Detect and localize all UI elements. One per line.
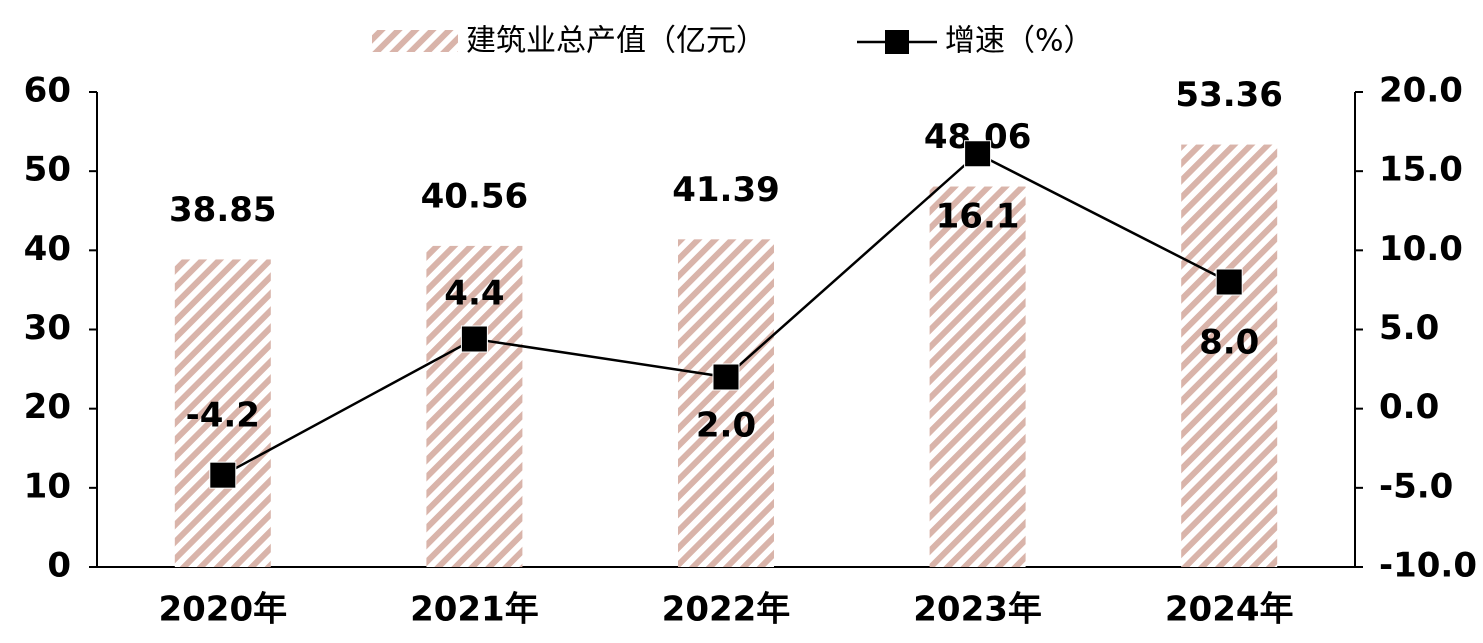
y2-tick-label: 5.0 [1379,308,1439,348]
line-marker [460,325,488,353]
legend-swatch [372,30,458,52]
bar-value-label: 53.36 [1175,75,1283,115]
line-value-label: 4.4 [444,274,504,314]
line-marker [712,363,740,391]
x-tick-label: 2023年 [913,590,1042,630]
x-tick-label: 2024年 [1165,590,1294,630]
bar [929,186,1026,567]
y-tick-label: 40 [24,229,71,269]
x-tick-label: 2020年 [158,590,287,630]
bar-value-label: 41.39 [672,170,780,210]
y-tick-label: 50 [24,150,71,190]
bar-value-label: 38.85 [169,190,277,230]
y2-tick-label: 15.0 [1379,150,1463,190]
legend-label: 增速（%） [945,24,1094,59]
legend-label: 建筑业总产值（亿元） [466,24,766,59]
bar-value-label: 40.56 [421,176,529,216]
line-marker [964,140,992,168]
y2-tick-label: 10.0 [1379,229,1463,269]
bar [426,245,523,567]
y2-tick-label: 20.0 [1379,71,1463,111]
bar [678,239,774,567]
y-tick-label: 20 [24,387,71,427]
y-tick-label: 60 [24,71,71,111]
line-marker [1215,268,1243,296]
y-tick-label: 10 [24,466,71,506]
line-value-label: 2.0 [696,406,756,446]
y2-tick-label: 0.0 [1379,387,1439,427]
bar [1181,144,1278,568]
x-tick-label: 2021年 [410,590,539,630]
legend-marker [885,30,909,54]
x-tick-label: 2022年 [662,590,791,630]
line-value-label: -4.2 [186,396,260,436]
y-tick-label: 30 [24,308,71,348]
y2-tick-label: -10.0 [1379,546,1477,586]
bar [174,259,271,567]
line-value-label: 8.0 [1199,323,1259,363]
y-tick-label: 0 [47,546,71,586]
y2-tick-label: -5.0 [1379,466,1453,506]
line-marker [209,461,237,489]
line-value-label: 16.1 [936,196,1020,236]
